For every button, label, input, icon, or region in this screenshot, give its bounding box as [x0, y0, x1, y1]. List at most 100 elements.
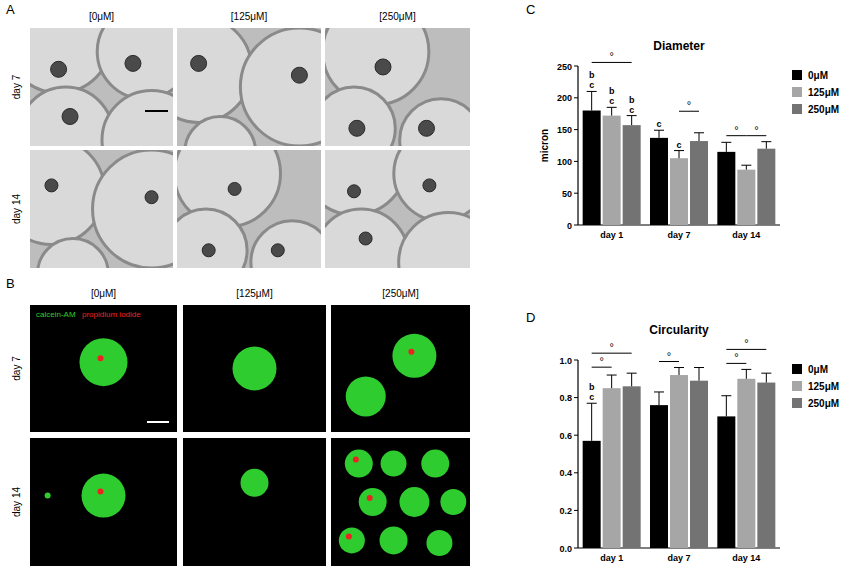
- image-background: [183, 438, 326, 566]
- error-bar: [587, 91, 597, 110]
- plot-area: [583, 91, 776, 225]
- y-tick: [574, 129, 578, 130]
- y-tick: [574, 472, 578, 473]
- significance-mark: °: [599, 355, 603, 367]
- legend-swatch: [792, 70, 802, 80]
- significance-mark: °: [734, 351, 738, 363]
- bar: [583, 441, 601, 548]
- dead-cells: [353, 457, 359, 463]
- error-bar: [761, 142, 771, 149]
- error-bar: [627, 373, 637, 386]
- spheroid-live: [80, 338, 128, 386]
- spheroid-live: [392, 334, 436, 378]
- microwell: [400, 99, 470, 146]
- dead-cells: [367, 495, 373, 501]
- stain-label: propidium iodide: [82, 310, 141, 319]
- microwell: [102, 91, 173, 146]
- spheroid-live: [346, 376, 386, 416]
- spheroid-live: [426, 530, 452, 556]
- spheroid: [45, 179, 58, 192]
- x-tick-label: day 7: [667, 553, 690, 563]
- row-header: day 7: [11, 356, 22, 381]
- bar: [623, 125, 641, 225]
- legend-label: 125μM: [808, 87, 839, 98]
- microwell: [38, 239, 109, 269]
- y-tick-label: 100: [557, 157, 572, 167]
- x-tick-label: day 1: [600, 553, 623, 563]
- spheroid: [349, 120, 365, 136]
- error-bar: [694, 368, 704, 381]
- spheroid-live: [339, 527, 365, 553]
- column-header: [0μM]: [89, 11, 114, 22]
- y-tick: [574, 97, 578, 98]
- spheroid: [348, 185, 361, 198]
- column-header: [250μM]: [382, 288, 419, 299]
- y-tick-label: 0.8: [559, 393, 572, 403]
- image-background: [183, 305, 326, 432]
- bar: [737, 170, 755, 225]
- spheroid-live: [345, 450, 373, 478]
- spheroid: [359, 232, 372, 245]
- error-bar: [741, 369, 751, 378]
- error-bar: [607, 107, 617, 115]
- row-header: day 14: [11, 487, 22, 517]
- bar: [670, 158, 688, 225]
- microwell: [399, 213, 470, 268]
- y-tick: [574, 397, 578, 398]
- error-bar: [761, 373, 771, 382]
- group-letter: c: [656, 119, 661, 129]
- spheroid: [271, 244, 284, 257]
- chart-title: Diameter: [653, 39, 705, 53]
- plot-area: [583, 368, 776, 548]
- image-background: [30, 305, 177, 432]
- legend-label: 0μM: [808, 364, 828, 375]
- y-tick-label: 0.0: [559, 544, 572, 554]
- image-background: [331, 305, 470, 432]
- microwell: [185, 116, 256, 146]
- y-tick-label: 0: [567, 221, 572, 231]
- image: [30, 150, 173, 268]
- panel-label: A: [6, 2, 15, 17]
- bar: [583, 111, 601, 225]
- legend-swatch: [792, 364, 802, 374]
- microwell: [30, 87, 113, 146]
- image: [325, 150, 470, 268]
- significance-mark: °: [687, 99, 691, 111]
- microwell: [325, 209, 408, 268]
- stain-label: calcein-AM: [36, 310, 76, 319]
- x-tick-label: day 1: [600, 230, 623, 240]
- spheroid-live: [421, 450, 449, 478]
- y-tick: [574, 225, 578, 226]
- image: [30, 28, 173, 146]
- spheroid-live: [45, 493, 51, 499]
- dead-cells: [408, 349, 414, 355]
- bar: [650, 138, 668, 225]
- y-axis-label: micron: [539, 129, 550, 162]
- microwell: [240, 28, 321, 146]
- error-bar: [674, 368, 684, 376]
- column-header: [0μM]: [91, 288, 116, 299]
- group-letter: c: [589, 392, 594, 402]
- spheroid-live: [381, 451, 407, 477]
- significance-mark: °: [609, 341, 613, 353]
- spheroid-live: [233, 347, 277, 391]
- microwell: [97, 28, 173, 99]
- legend-label: 0μM: [808, 70, 828, 81]
- column-header: [125μM]: [236, 288, 273, 299]
- image-background: [331, 438, 470, 566]
- scale-bar: [147, 421, 169, 423]
- bar: [717, 416, 735, 548]
- y-tick: [574, 360, 578, 361]
- group-letter: c: [676, 140, 681, 150]
- spheroid: [145, 191, 158, 204]
- scale-bar: [145, 110, 168, 112]
- legend-label: 250μM: [808, 398, 839, 409]
- y-tick-label: 50: [562, 189, 572, 199]
- legend-swatch: [792, 87, 802, 97]
- image: [177, 28, 321, 146]
- error-bar: [654, 392, 664, 405]
- y-tick: [574, 548, 578, 549]
- error-bar: [674, 151, 684, 159]
- y-tick: [574, 435, 578, 436]
- image: [177, 150, 321, 268]
